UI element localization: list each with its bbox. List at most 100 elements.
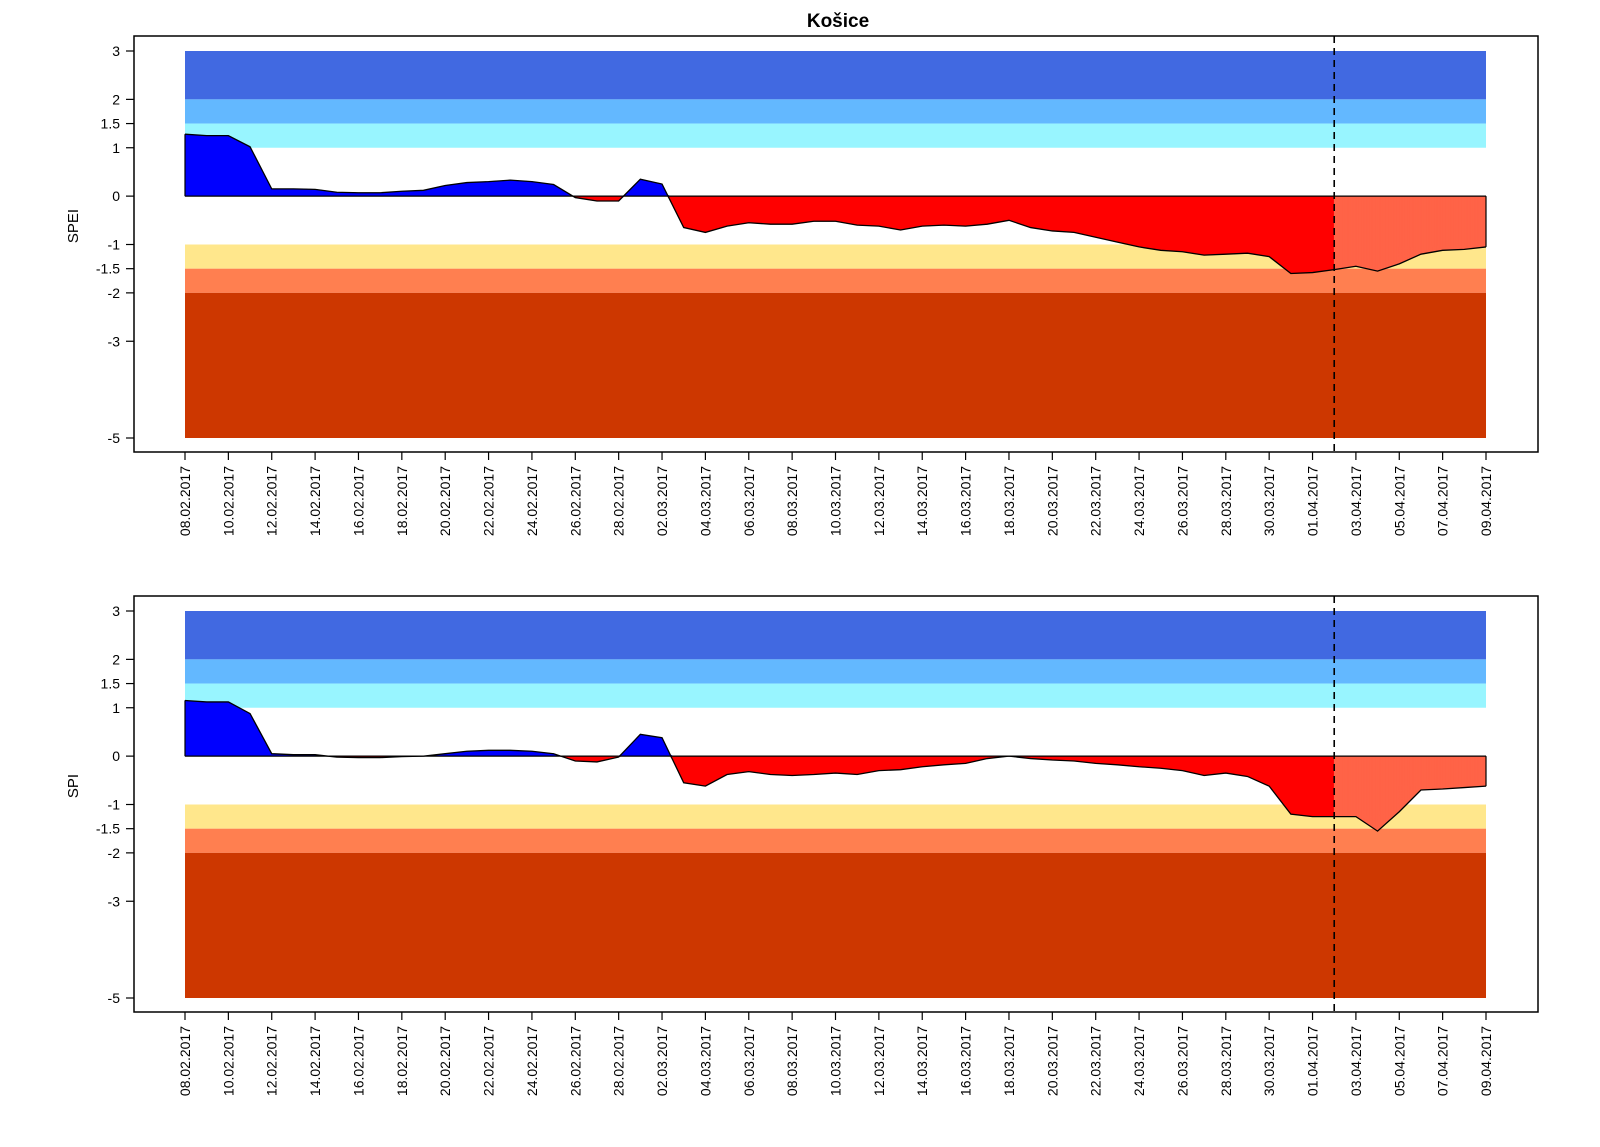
x-tick-label: 26.02.2017: [567, 1026, 583, 1096]
x-tick-label: 16.03.2017: [958, 466, 974, 536]
x-tick-label: 01.04.2017: [1305, 1026, 1321, 1096]
x-tick-label: 26.03.2017: [1174, 1026, 1190, 1096]
x-tick-label: 20.02.2017: [437, 1026, 453, 1096]
x-tick-label: 20.02.2017: [437, 466, 453, 536]
x-tick-label: 30.03.2017: [1261, 466, 1277, 536]
x-tick-label: 26.02.2017: [567, 466, 583, 536]
x-tick-label: 18.03.2017: [1001, 466, 1017, 536]
chart-panel-spei: 3 2 1.5 1 0 -1 -1.5 -2 -3 -5 SPEI 08.02.2017 10.02.2…: [65, 35, 1539, 536]
y-tick-label: 1.5: [101, 116, 121, 132]
y-axis-label: SPEI: [65, 209, 82, 243]
x-tick-label: 28.02.2017: [611, 466, 627, 536]
figure-title: Košice: [807, 11, 869, 32]
x-tick-label: 26.03.2017: [1174, 466, 1190, 536]
y-tick-label: 3: [112, 43, 120, 59]
category-band: [185, 804, 1486, 829]
x-tick-label: 01.04.2017: [1305, 466, 1321, 536]
category-band: [185, 611, 1486, 660]
x-tick-label: 24.02.2017: [524, 466, 540, 536]
x-tick-label: 14.03.2017: [914, 466, 930, 536]
x-tick-label: 12.03.2017: [871, 1026, 887, 1096]
x-tick-label: 10.02.2017: [220, 1026, 236, 1096]
category-band: [185, 99, 1486, 124]
x-tick-label: 02.03.2017: [654, 1026, 670, 1096]
category-band: [185, 123, 1486, 148]
y-tick-label: -5: [108, 430, 121, 446]
y-tick-label: 3: [112, 603, 120, 619]
category-band: [185, 659, 1486, 684]
x-tick-label: 07.04.2017: [1435, 466, 1451, 536]
x-tick-label: 07.04.2017: [1435, 1026, 1451, 1096]
x-tick-label: 10.02.2017: [220, 466, 236, 536]
x-tick-label: 14.03.2017: [914, 1026, 930, 1096]
x-tick-label: 28.02.2017: [611, 1026, 627, 1096]
x-tick-label: 12.02.2017: [264, 466, 280, 536]
x-tick-label: 18.02.2017: [394, 466, 410, 536]
y-tick-label: -1: [108, 237, 121, 253]
x-tick-label: 22.02.2017: [481, 1026, 497, 1096]
x-tick-label: 16.03.2017: [958, 1026, 974, 1096]
y-tick-label: 1: [112, 700, 120, 716]
y-tick-label: -2: [108, 285, 121, 301]
category-band: [185, 51, 1486, 100]
y-tick-label: 2: [112, 651, 120, 667]
series-line: [184, 133, 1487, 275]
y-tick-label: 2: [112, 91, 120, 107]
x-tick-label: 08.02.2017: [177, 1026, 193, 1096]
x-tick-label: 02.03.2017: [654, 466, 670, 536]
x-tick-label: 22.03.2017: [1088, 1026, 1104, 1096]
x-tick-label: 28.03.2017: [1218, 1026, 1234, 1096]
x-tick-label: 16.02.2017: [350, 1026, 366, 1096]
chart-panel-spi: 3 2 1.5 1 0 -1 -1.5 -2 -3 -5 SPI 08.02.2017 10.02.20…: [65, 595, 1539, 1096]
x-tick-label: 10.03.2017: [828, 466, 844, 536]
y-tick-label: -2: [108, 845, 121, 861]
x-tick-label: 24.03.2017: [1131, 466, 1147, 536]
x-tick-label: 20.03.2017: [1044, 1026, 1060, 1096]
x-tick-label: 18.02.2017: [394, 1026, 410, 1096]
y-tick-label: -3: [108, 333, 121, 349]
category-band: [185, 852, 1486, 998]
x-tick-label: 22.02.2017: [481, 466, 497, 536]
x-tick-label: 08.02.2017: [177, 466, 193, 536]
x-tick-label: 06.03.2017: [741, 466, 757, 536]
x-tick-label: 14.02.2017: [307, 1026, 323, 1096]
x-tick-label: 04.03.2017: [697, 1026, 713, 1096]
y-tick-label: -1: [108, 797, 121, 813]
x-tick-label: 12.02.2017: [264, 1026, 280, 1096]
x-tick-label: 16.02.2017: [350, 466, 366, 536]
x-tick-label: 12.03.2017: [871, 466, 887, 536]
y-tick-label: 1.5: [101, 676, 121, 692]
x-tick-label: 28.03.2017: [1218, 466, 1234, 536]
x-tick-label: 06.03.2017: [741, 1026, 757, 1096]
x-tick-label: 22.03.2017: [1088, 466, 1104, 536]
category-band: [185, 828, 1486, 853]
y-tick-label: 0: [112, 748, 120, 764]
x-tick-label: 20.03.2017: [1044, 466, 1060, 536]
x-tick-label: 05.04.2017: [1391, 1026, 1407, 1096]
category-band: [185, 683, 1486, 708]
x-tick-label: 09.04.2017: [1478, 466, 1494, 536]
y-axis-label: SPI: [65, 774, 82, 798]
y-tick-label: -5: [108, 990, 121, 1006]
y-tick-label: -3: [108, 893, 121, 909]
x-tick-label: 24.03.2017: [1131, 1026, 1147, 1096]
y-tick-label: -1.5: [96, 261, 120, 277]
x-tick-label: 30.03.2017: [1261, 1026, 1277, 1096]
x-tick-label: 08.03.2017: [784, 466, 800, 536]
x-tick-label: 03.04.2017: [1348, 466, 1364, 536]
x-tick-label: 09.04.2017: [1478, 1026, 1494, 1096]
x-tick-label: 05.04.2017: [1391, 466, 1407, 536]
x-tick-label: 10.03.2017: [828, 1026, 844, 1096]
category-band: [185, 292, 1486, 438]
category-band: [185, 268, 1486, 293]
x-tick-label: 03.04.2017: [1348, 1026, 1364, 1096]
y-tick-label: 0: [112, 188, 120, 204]
x-tick-label: 24.02.2017: [524, 1026, 540, 1096]
x-tick-label: 04.03.2017: [697, 466, 713, 536]
x-tick-label: 14.02.2017: [307, 466, 323, 536]
x-tick-label: 18.03.2017: [1001, 1026, 1017, 1096]
positive-area: [184, 700, 1486, 757]
y-tick-label: 1: [112, 140, 120, 156]
